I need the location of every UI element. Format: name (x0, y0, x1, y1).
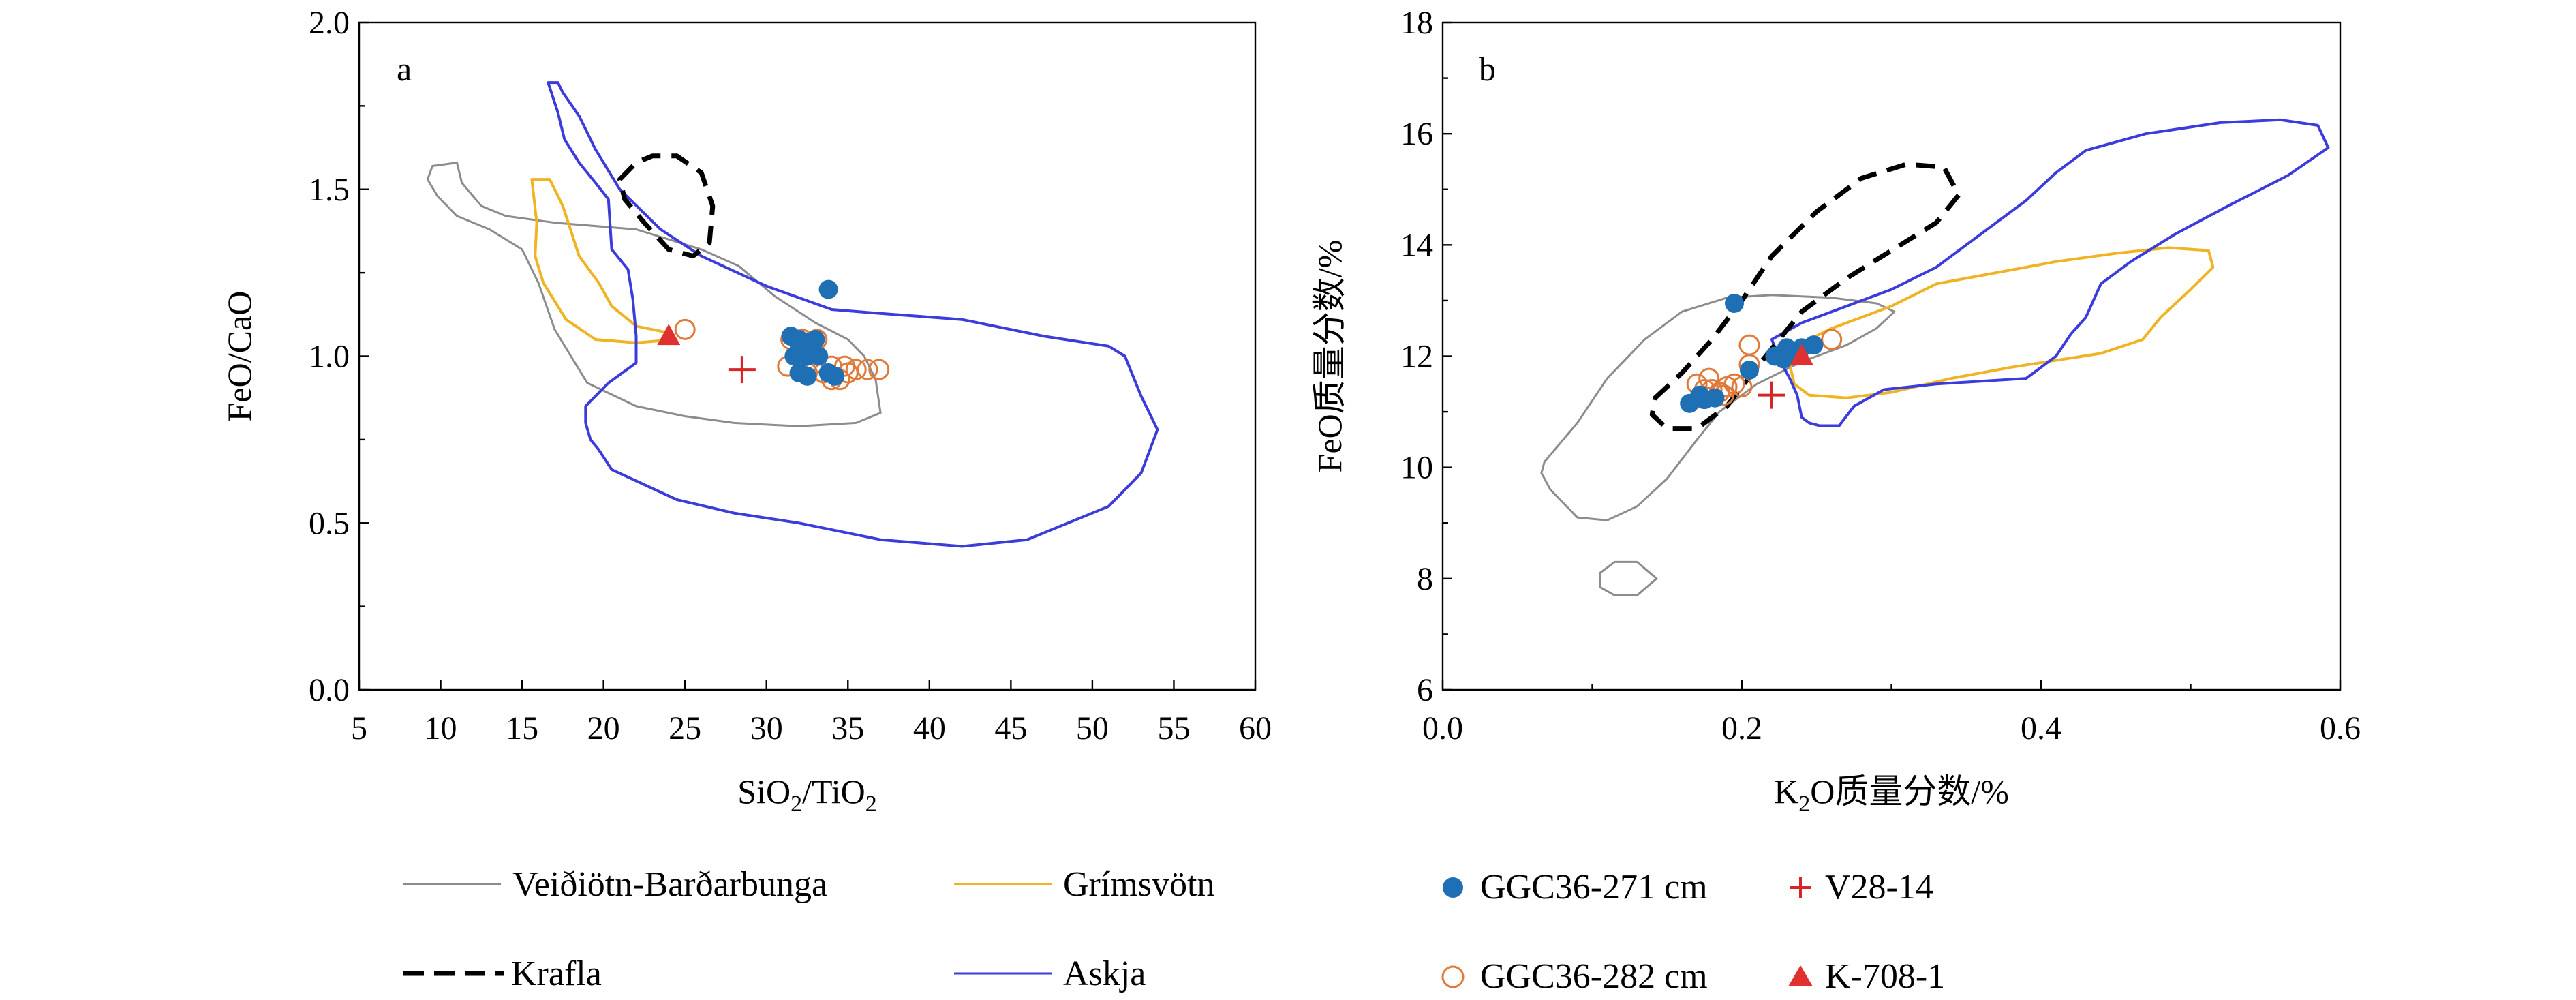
x-title-sub: 2 (865, 791, 877, 817)
legend: Veiðiötn-Barðarbunga Grímsvötn Krafla As… (403, 865, 1945, 996)
panel-a-ticks: 5 10 15 20 25 30 35 40 45 50 55 60 0.0 0.5 1.0 1.5 2.0 (309, 5, 1272, 746)
y-tick-label: 1.0 (309, 339, 350, 375)
x-tick-label: 10 (425, 710, 457, 746)
x-tick-label: 15 (506, 710, 538, 746)
point-ggc36-271 (784, 346, 804, 366)
y-tick-label: 2.0 (309, 5, 350, 41)
legend-label-v28: V28-14 (1825, 868, 1933, 907)
x-tick-label: 45 (994, 710, 1027, 746)
point-k-708-1 (1790, 344, 1813, 365)
panel-a-label: a (397, 50, 412, 88)
field-grimsvotn (530, 178, 677, 344)
y-tick-label: 0.5 (309, 505, 350, 541)
legend-swatch-ggc271 (1443, 877, 1463, 898)
x-title-part: K (1774, 772, 1798, 810)
point-ggc36-271 (818, 279, 838, 299)
panel-a-points (657, 279, 890, 391)
panel-b-points (1680, 293, 1843, 413)
point-v28-14 (1758, 381, 1785, 409)
legend-swatch-v28 (1790, 877, 1811, 898)
x-title-part: /TiO (802, 772, 865, 810)
x-tick-label: 30 (750, 710, 783, 746)
x-title-sub: 2 (791, 791, 802, 817)
field-krafla (617, 153, 716, 259)
y-tick-label: 10 (1400, 450, 1433, 486)
x-tick-label: 55 (1157, 710, 1190, 746)
y-tick-label: 18 (1400, 5, 1433, 41)
point-ggc36-271 (1739, 360, 1759, 380)
x-tick-label: 0.6 (2320, 710, 2361, 746)
field-krafla (1649, 162, 1961, 431)
legend-label-ggc271: GGC36-271 cm (1480, 868, 1708, 907)
panel-b-x-axis-title: K2O质量分数/% (1774, 772, 2009, 817)
legend-label-ggc282: GGC36-282 cm (1480, 957, 1708, 996)
legend-label-krafla: Krafla (511, 954, 602, 993)
y-tick-label: 16 (1400, 116, 1433, 152)
x-tick-label: 5 (351, 710, 367, 746)
point-ggc36-271 (1725, 293, 1745, 313)
legend-swatch-k708 (1788, 965, 1813, 986)
x-tick-label: 0.0 (1422, 710, 1463, 746)
panel-b-ticks: 0.0 0.2 0.4 0.6 6 8 10 12 14 16 18 (1400, 5, 2361, 746)
legend-label-veidivotn: Veiðiötn-Barðarbunga (512, 865, 827, 904)
x-title-sub: 2 (1798, 791, 1810, 817)
field-veidivotn (426, 162, 882, 427)
panel-b: 0.0 0.2 0.4 0.6 6 8 10 12 14 16 18 b FeO质量分数/% K2O… (1310, 5, 2361, 817)
legend-label-k708: K-708-1 (1825, 957, 1945, 996)
panel-a: 5 10 15 20 25 30 35 40 45 50 55 60 0.0 0.5 1.0 1.5 2.0 a… (220, 5, 1272, 817)
x-tick-label: 60 (1239, 710, 1272, 746)
point-ggc36-282 (1738, 334, 1760, 356)
x-tick-label: 0.2 (1721, 710, 1762, 746)
legend-label-grimsvotn: Grímsvötn (1063, 865, 1214, 904)
field-veidivotn-small (1599, 560, 1658, 596)
y-tick-label: 0.0 (309, 672, 350, 708)
y-tick-label: 6 (1417, 672, 1433, 708)
y-tick-label: 1.5 (309, 172, 350, 208)
y-tick-label: 12 (1400, 339, 1433, 375)
legend-swatch-ggc282 (1441, 965, 1465, 988)
point-v28-14 (728, 356, 756, 384)
point-ggc36-271 (818, 363, 838, 382)
x-title-part: SiO (737, 772, 791, 810)
point-ggc36-282 (1821, 329, 1843, 350)
point-ggc36-271 (809, 346, 829, 366)
panel-a-fields (426, 81, 1159, 548)
point-ggc36-282 (1698, 367, 1720, 389)
x-tick-label: 0.4 (2021, 710, 2061, 746)
panel-b-fields (1540, 118, 2330, 596)
legend-label-askja: Askja (1063, 954, 1146, 993)
panel-b-label: b (1479, 50, 1496, 88)
point-ggc36-271 (797, 366, 817, 386)
point-ggc36-271 (1705, 388, 1725, 408)
point-k-708-1 (657, 324, 681, 346)
field-askja (1770, 118, 2330, 427)
field-grimsvotn (1785, 246, 2215, 399)
x-tick-label: 40 (913, 710, 946, 746)
point-ggc36-282 (674, 318, 696, 340)
y-tick-label: 8 (1417, 561, 1433, 597)
x-tick-label: 25 (669, 710, 701, 746)
x-tick-label: 35 (831, 710, 864, 746)
point-ggc36-282 (868, 359, 890, 380)
point-ggc36-282 (1731, 376, 1753, 397)
x-tick-label: 20 (587, 710, 620, 746)
y-tick-label: 14 (1400, 227, 1433, 263)
field-veidivotn (1540, 294, 1896, 521)
point-ggc36-271 (1804, 335, 1824, 355)
point-ggc36-271 (806, 330, 825, 350)
panel-b-y-axis-title: FeO质量分数/% (1310, 240, 1349, 473)
x-tick-label: 50 (1076, 710, 1109, 746)
x-title-part: O质量分数/% (1810, 772, 2009, 810)
field-askja (547, 81, 1159, 548)
panel-a-y-axis-title: FeO/CaO (220, 291, 258, 422)
panel-b-frame (1441, 21, 2342, 691)
panel-a-x-axis-title: SiO2/TiO2 (737, 772, 877, 817)
